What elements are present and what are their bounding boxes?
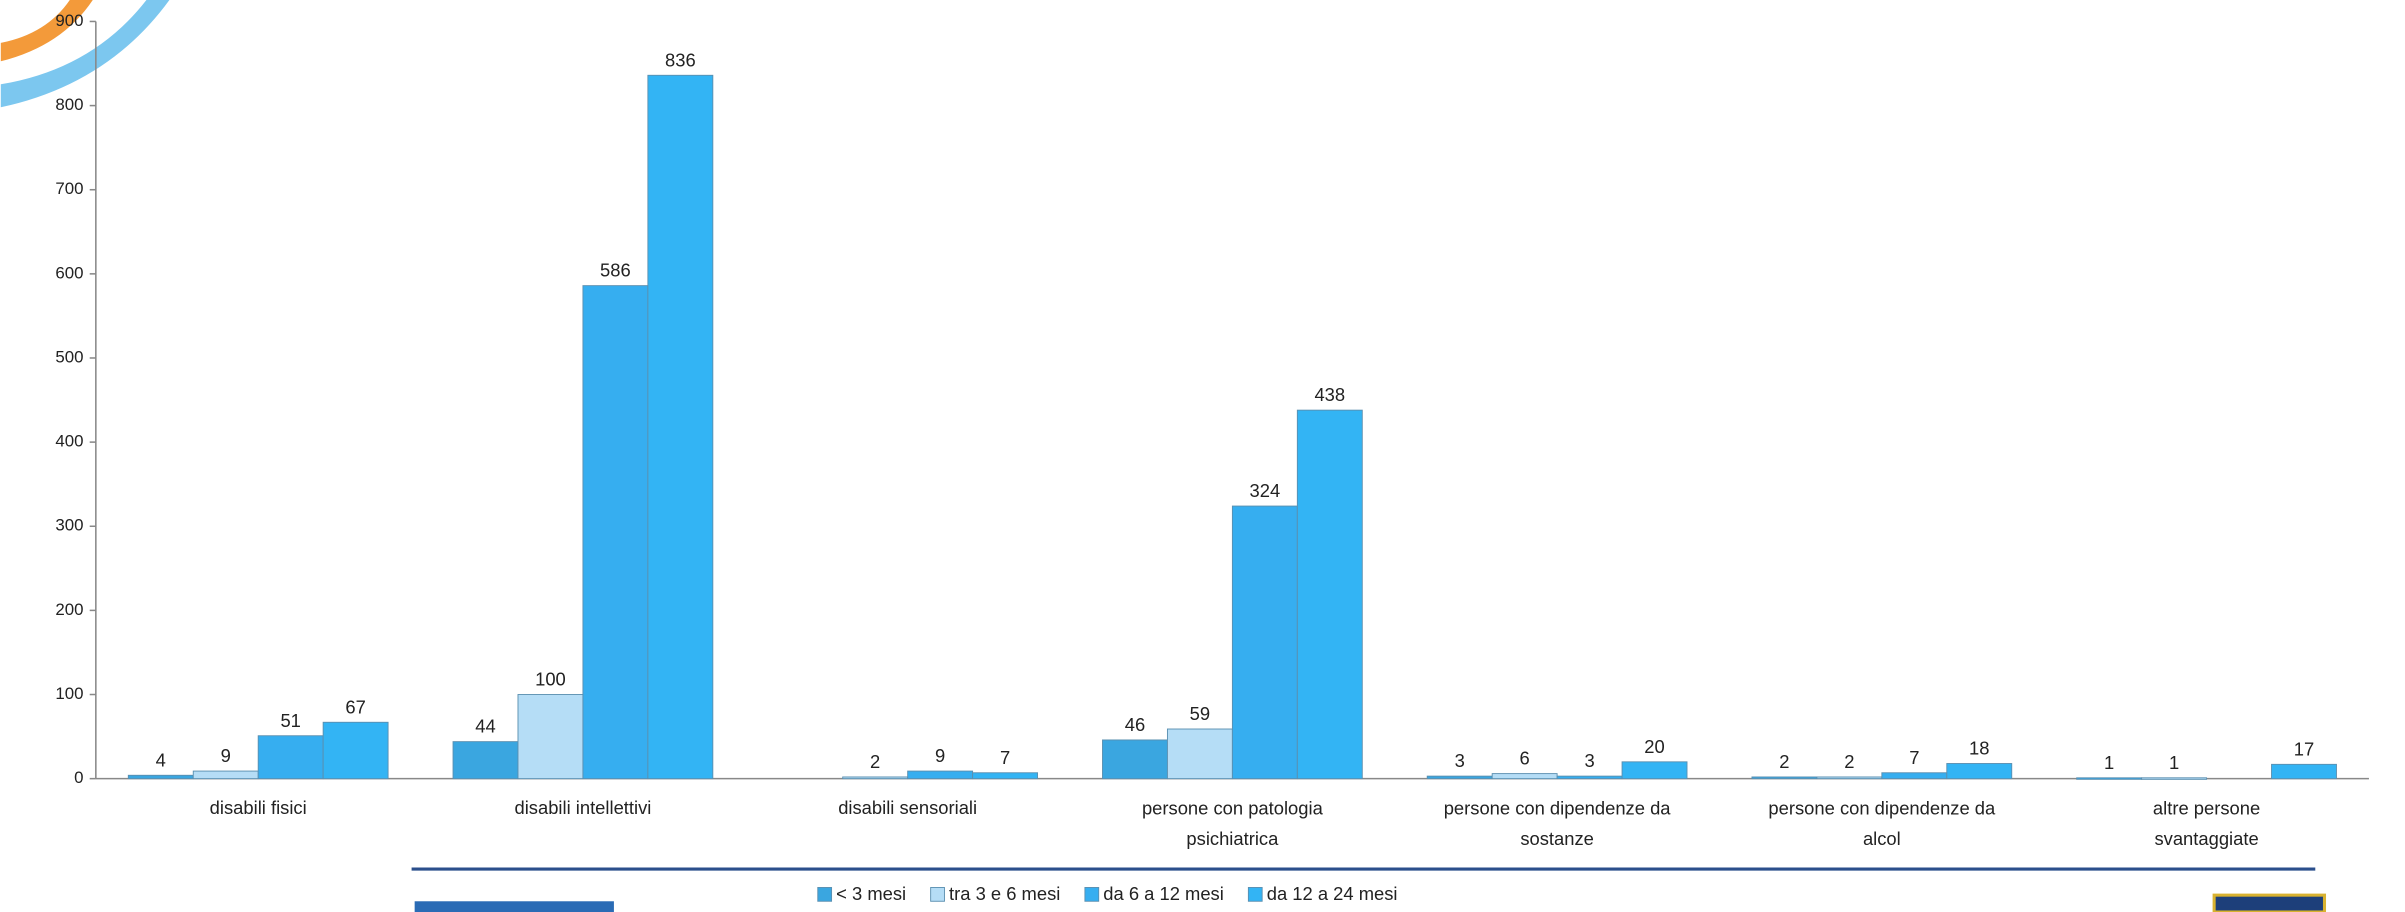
- x-tick-label: persone con dipendenze da alcol: [1768, 797, 1996, 849]
- bar: [2271, 763, 2337, 780]
- value-label: 1: [2169, 752, 2179, 773]
- value-label: 67: [345, 696, 365, 717]
- legend-label: da 12 a 24 mesi: [1267, 883, 1398, 904]
- bar: [1881, 772, 1948, 780]
- value-label: 46: [1125, 714, 1145, 735]
- value-label: 6: [1520, 748, 1530, 769]
- x-tick-label: persone con patologia psichiatrica: [1142, 797, 1324, 849]
- bar: [1491, 773, 1558, 780]
- y-tick-label: 500: [55, 347, 83, 366]
- bar: [1946, 763, 2013, 780]
- bar: [647, 74, 714, 780]
- bar: [322, 721, 389, 780]
- bar: [1426, 775, 1493, 780]
- legend-label: da 6 a 12 mesi: [1103, 883, 1224, 904]
- decor-arc-orange: [0, 0, 93, 62]
- bar: [1296, 409, 1363, 780]
- bar: [1556, 775, 1623, 780]
- legend-label: tra 3 e 6 mesi: [949, 883, 1060, 904]
- value-label: 7: [1000, 747, 1010, 768]
- value-label: 44: [475, 716, 495, 737]
- value-label: 324: [1250, 480, 1281, 501]
- y-tick-label: 200: [55, 600, 83, 619]
- y-tick-label: 400: [55, 432, 83, 451]
- value-label: 59: [1190, 703, 1210, 724]
- bar: [1816, 776, 1883, 780]
- legend-swatch: [930, 887, 945, 902]
- bar: [1231, 505, 1298, 780]
- bar: [192, 770, 259, 780]
- value-label: 18: [1969, 738, 1989, 759]
- y-tick-label: 600: [55, 263, 83, 282]
- bar: [517, 694, 584, 780]
- bar: [1102, 739, 1168, 780]
- value-label: 1: [2104, 752, 2114, 773]
- legend-swatch: [817, 887, 833, 902]
- bar: [452, 741, 519, 780]
- value-label: 100: [535, 669, 566, 690]
- value-label: 20: [1644, 736, 1664, 757]
- logo-fragment: [2212, 893, 2327, 912]
- y-tick-label: 300: [55, 516, 83, 535]
- bar: [1166, 728, 1233, 780]
- legend-swatch: [1247, 887, 1263, 902]
- value-label: 9: [935, 745, 945, 766]
- y-tick-label: 700: [55, 179, 83, 198]
- x-tick-label: disabili intellettivi: [515, 797, 652, 818]
- bar: [1751, 776, 1818, 780]
- x-tick-label: disabili sensoriali: [838, 797, 977, 818]
- y-tick-label: 800: [55, 95, 83, 114]
- value-label: 51: [280, 710, 300, 731]
- value-label: 2: [870, 751, 880, 772]
- value-label: 4: [156, 749, 166, 770]
- value-label: 836: [665, 49, 696, 70]
- bar: [2141, 777, 2208, 780]
- x-tick-label: persone con dipendenze da sostanze: [1444, 797, 1672, 849]
- value-label: 9: [221, 745, 231, 766]
- value-label: 7: [1909, 747, 1919, 768]
- value-label: 586: [600, 260, 631, 281]
- bar: [257, 735, 324, 780]
- y-tick-label: 900: [55, 11, 83, 30]
- y-tick-label: 100: [55, 684, 83, 703]
- bar: [907, 770, 974, 780]
- bar: [1621, 761, 1688, 780]
- value-label: 438: [1314, 384, 1345, 405]
- value-label: 2: [1779, 751, 1789, 772]
- decor-arc-blue: [0, 0, 170, 108]
- legend-swatch: [1084, 887, 1100, 902]
- logo-fragment: [414, 901, 614, 912]
- value-label: 2: [1844, 751, 1854, 772]
- value-label: 17: [2294, 738, 2314, 759]
- legend-label: < 3 mesi: [836, 883, 906, 904]
- bar: [127, 774, 194, 780]
- y-tick-label: 0: [74, 768, 83, 787]
- bar: [582, 285, 649, 780]
- value-label: 3: [1584, 750, 1594, 771]
- bar: [2076, 777, 2143, 780]
- bar: [842, 776, 909, 780]
- bar: [972, 772, 1039, 780]
- x-tick-label: disabili fisici: [210, 797, 307, 818]
- x-tick-label: altre persone svantaggiate: [2153, 797, 2260, 849]
- value-label: 3: [1455, 750, 1465, 771]
